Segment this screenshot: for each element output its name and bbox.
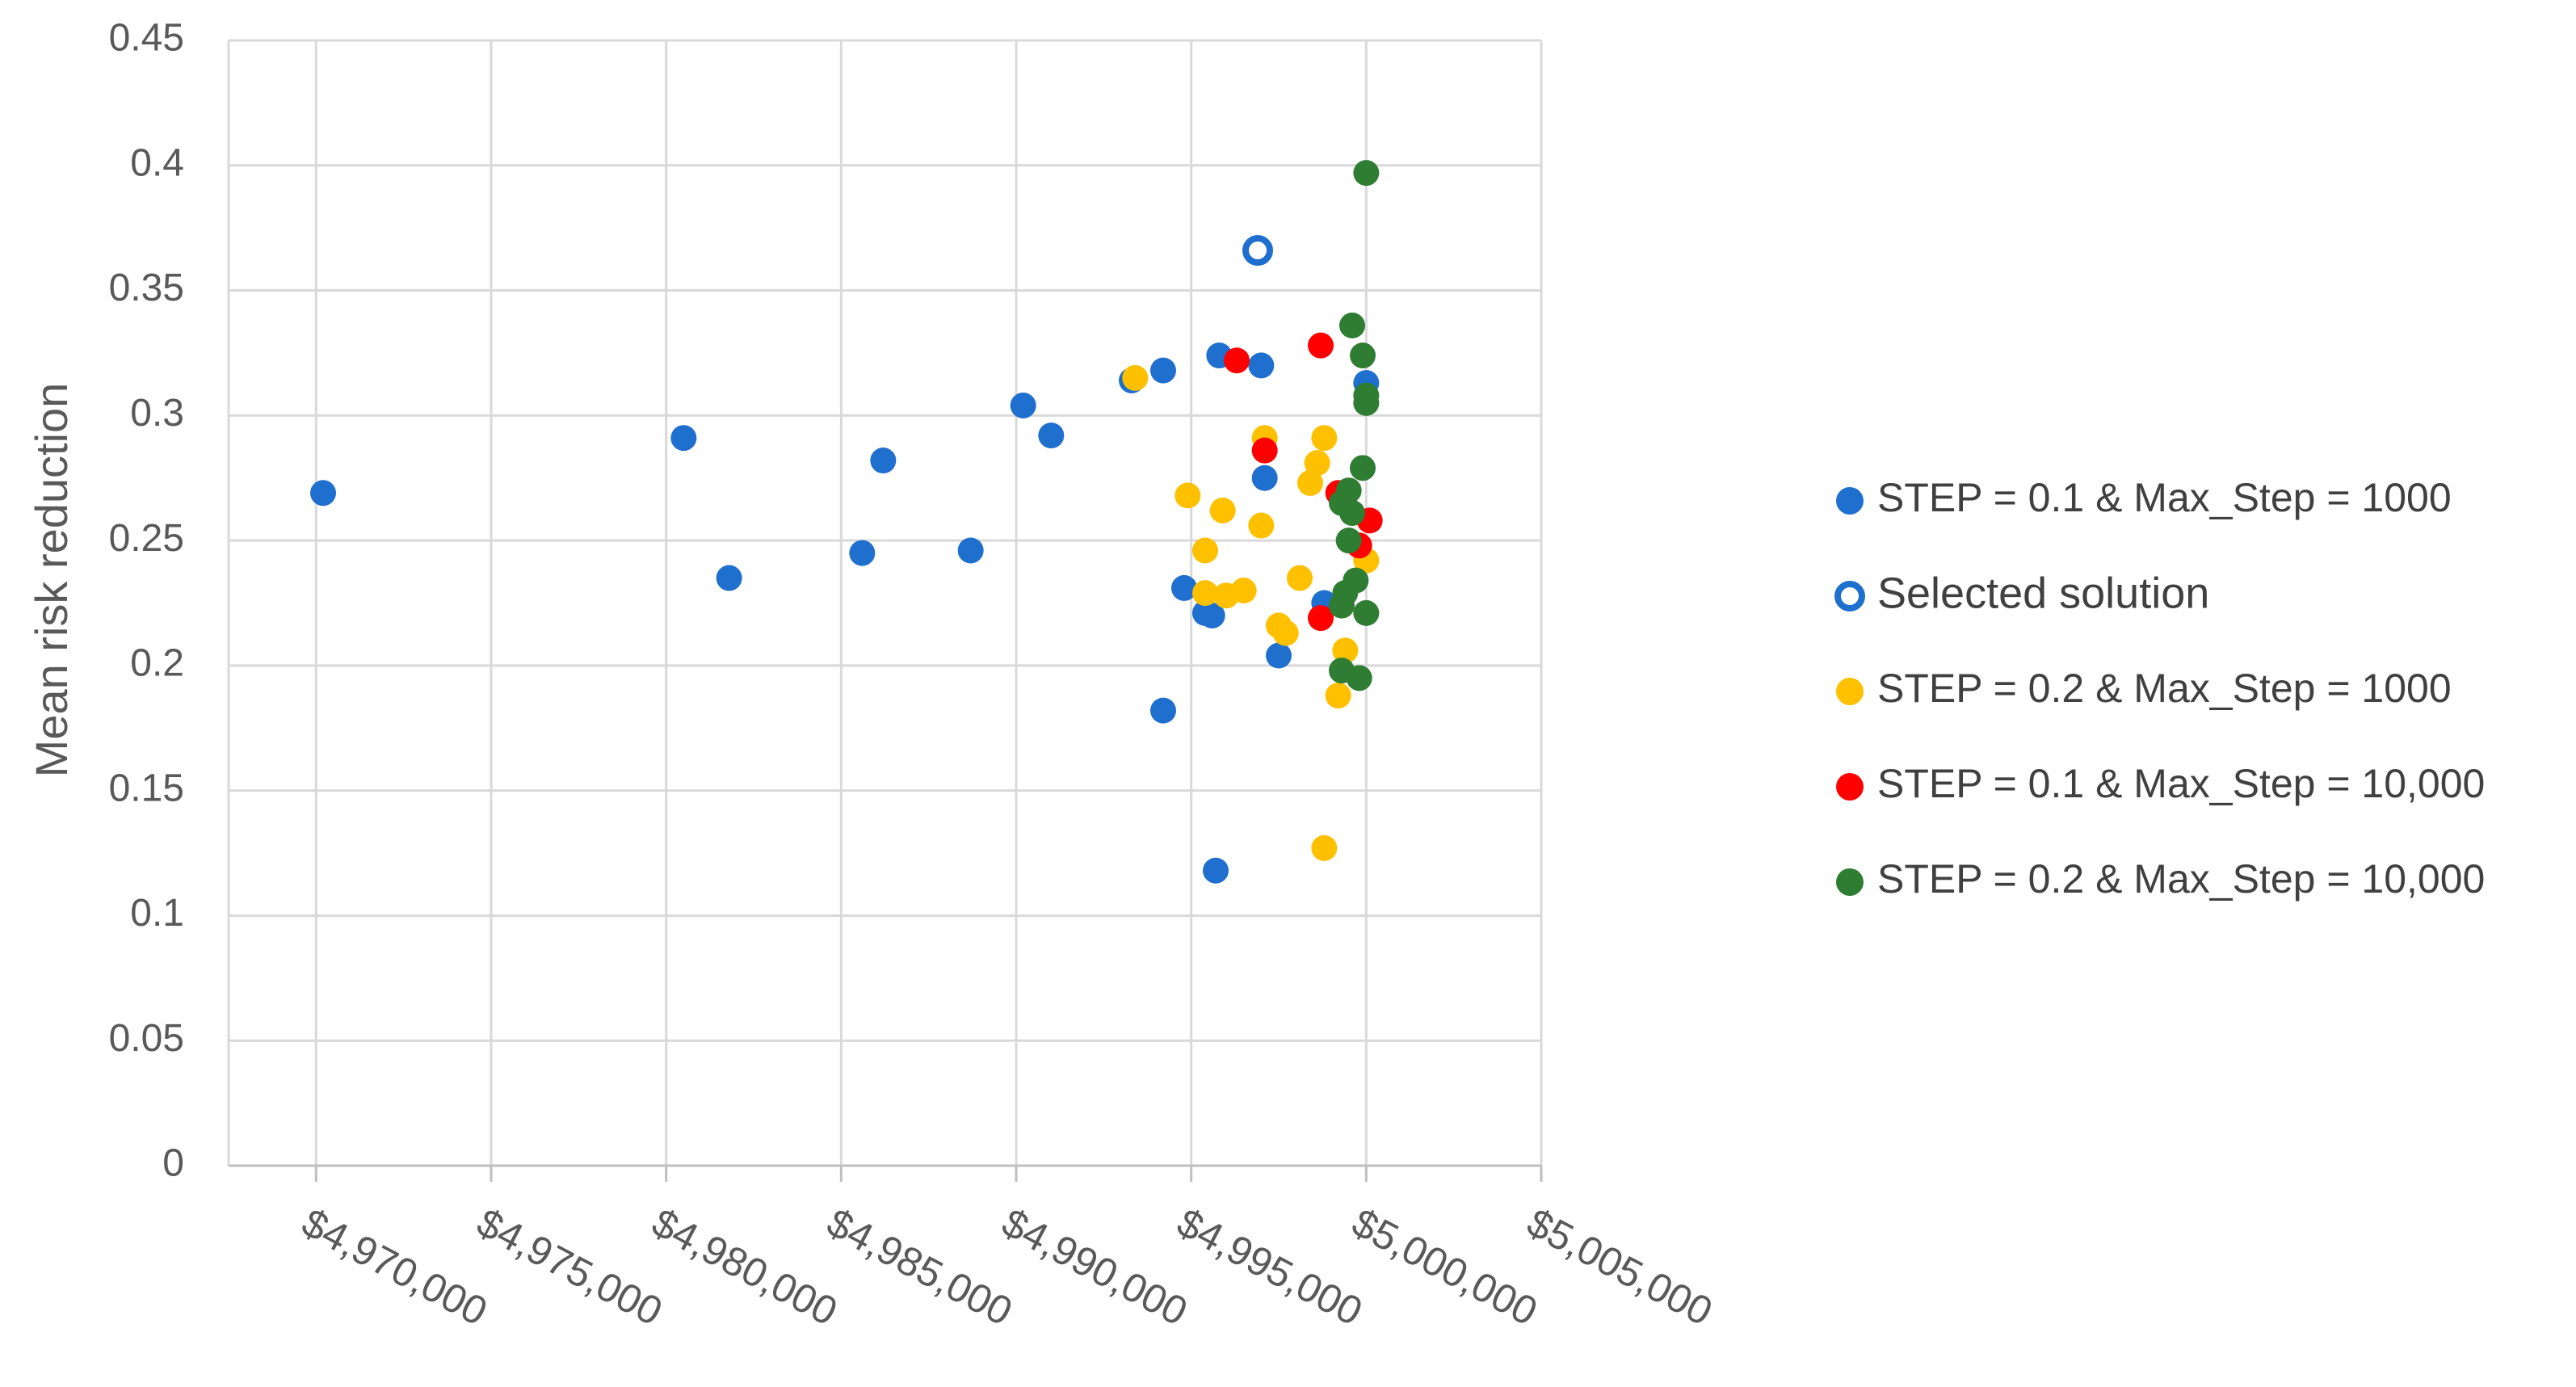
x-tick-label: $4,985,000: [820, 1200, 1019, 1334]
y-tick-label: 0.2: [130, 642, 184, 685]
data-point-series-5: [1350, 343, 1376, 369]
data-point-series-3: [1209, 497, 1236, 523]
x-tick-label: $4,990,000: [995, 1200, 1195, 1334]
x-tick-label: $4,970,000: [295, 1200, 494, 1334]
data-point-series-3: [1230, 578, 1257, 604]
y-tick-label: 0.3: [130, 392, 184, 435]
y-tick-label: 0: [162, 1142, 184, 1185]
y-tick-label: 0.4: [130, 141, 184, 184]
legend-label: STEP = 0.1 & Max_Step = 10,000: [1877, 761, 2485, 806]
x-tick-label: $5,005,000: [1520, 1200, 1720, 1334]
data-point-series-5: [1329, 592, 1355, 619]
data-point-series-3: [1248, 512, 1275, 539]
data-point-series-5: [1335, 527, 1362, 554]
data-point-series-5: [1353, 389, 1380, 416]
data-point-series-5: [1353, 160, 1380, 187]
data-point-series-5: [1350, 455, 1376, 481]
legend-label: Selected solution: [1877, 569, 2209, 617]
y-tick-label: 0.1: [130, 892, 184, 935]
data-point-series-3: [1297, 469, 1323, 496]
data-point-series-5: [1353, 599, 1380, 626]
data-point-series-3: [1192, 537, 1218, 564]
y-tick-label: 0.25: [109, 517, 184, 560]
data-point-series-1: [670, 425, 697, 452]
data-point-series-1: [1038, 422, 1065, 449]
x-tick-label: $4,975,000: [470, 1200, 670, 1334]
data-point-series-1: [849, 540, 876, 566]
data-point-series-5: [1339, 312, 1365, 338]
x-tick-label: $5,000,000: [1345, 1200, 1544, 1334]
data-point-series-1: [310, 480, 336, 506]
legend-marker: [1834, 581, 1865, 612]
legend-marker: [1836, 487, 1864, 515]
y-axis-title: Mean risk reduction: [26, 383, 77, 778]
data-point-series-1: [1150, 357, 1176, 384]
data-point-series-4: [1251, 437, 1278, 464]
points-layer: [310, 160, 1383, 884]
y-tick-label: 0.15: [109, 767, 184, 809]
data-point-series-3: [1272, 620, 1299, 646]
y-tick-label: 0.45: [109, 17, 184, 60]
data-point-series-1: [1150, 697, 1176, 724]
data-point-series-4: [1308, 605, 1334, 632]
x-tick-label: $4,980,000: [645, 1200, 844, 1334]
data-point-series-4: [1308, 332, 1334, 359]
data-point-series-1: [870, 448, 897, 474]
data-point-series-5: [1346, 665, 1372, 691]
data-point-series-1: [1266, 642, 1292, 669]
data-point-series-3: [1175, 482, 1201, 509]
data-point-series-1: [1199, 602, 1225, 628]
data-point-series-3: [1122, 364, 1149, 391]
legend-label: STEP = 0.2 & Max_Step = 10,000: [1877, 856, 2485, 902]
legend-marker: [1836, 773, 1864, 801]
data-point-series-1: [1248, 352, 1275, 379]
legend-marker: [1836, 868, 1864, 896]
data-point-series-1: [1010, 392, 1036, 418]
data-point-series-3: [1192, 580, 1218, 607]
legend-marker: [1836, 678, 1864, 705]
data-point-series-3: [1311, 425, 1338, 452]
data-point-series-1: [1251, 464, 1278, 491]
data-point-series-3: [1311, 834, 1338, 861]
legend: STEP = 0.1 & Max_Step = 1000 Selected sol…: [1834, 475, 2485, 902]
data-point-series-1: [957, 537, 984, 564]
y-tick-label: 0.35: [109, 267, 184, 309]
legend-label: STEP = 0.1 & Max_Step = 1000: [1877, 475, 2452, 520]
data-point-series-4: [1224, 347, 1250, 374]
legend-label: STEP = 0.2 & Max_Step = 1000: [1877, 666, 2452, 711]
data-point-series-3: [1287, 565, 1313, 591]
data-point-series-1: [1171, 574, 1197, 601]
data-point-series-2: [1242, 235, 1273, 267]
x-tick-label: $4,995,000: [1170, 1200, 1369, 1334]
axis-layer: 0 0.05 0.1 0.15 0.2 0.25 0.3 0.35 0.4 0.45 $4,970,…: [109, 17, 1720, 1334]
data-point-series-3: [1332, 637, 1359, 664]
y-tick-label: 0.05: [109, 1017, 184, 1060]
data-point-series-3: [1325, 683, 1351, 709]
data-point-series-1: [1203, 857, 1229, 884]
data-point-series-5: [1339, 500, 1365, 527]
grid-layer: [229, 39, 1543, 1166]
data-point-series-3: [1304, 450, 1330, 477]
data-point-series-1: [716, 565, 742, 591]
